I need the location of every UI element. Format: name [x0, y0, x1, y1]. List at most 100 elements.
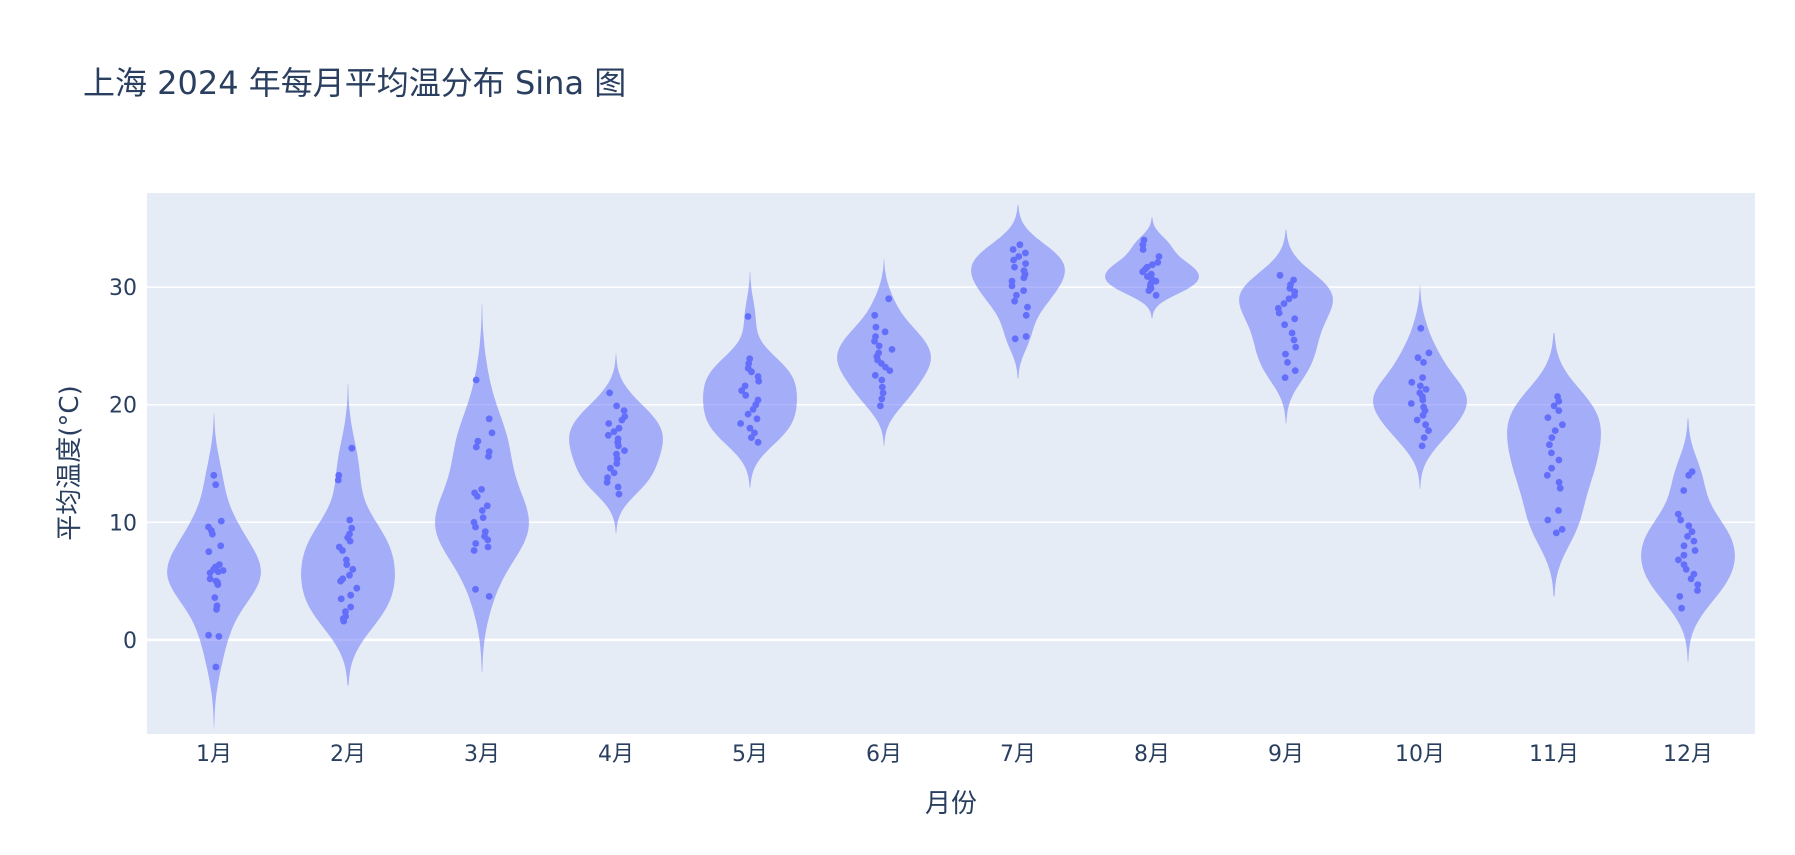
data-point: [483, 502, 491, 510]
y-axis-title: 平均温度(°C): [55, 385, 85, 540]
violin-6: [837, 258, 931, 446]
data-point: [610, 428, 618, 436]
data-point: [1022, 311, 1030, 319]
x-tick-label: 8月: [1134, 742, 1170, 767]
data-point: [217, 542, 225, 550]
data-point: [1149, 261, 1156, 269]
data-point: [1417, 324, 1425, 332]
data-point: [215, 633, 223, 640]
data-point: [1152, 291, 1160, 299]
data-point: [615, 490, 623, 498]
violin-12: [1641, 418, 1735, 662]
data-point: [1020, 287, 1027, 294]
data-point: [214, 568, 222, 576]
x-tick-label: 3月: [464, 742, 500, 767]
x-axis-title: 月份: [925, 789, 977, 819]
data-point: [1013, 291, 1020, 299]
violin-11: [1507, 333, 1601, 597]
data-point: [1694, 581, 1702, 588]
data-point: [872, 323, 880, 331]
data-point: [1684, 533, 1691, 540]
data-point: [470, 547, 478, 554]
data-point: [1420, 359, 1427, 366]
data-point: [1419, 374, 1426, 381]
data-point: [1676, 593, 1684, 600]
data-point: [1550, 402, 1558, 410]
data-point: [878, 376, 886, 384]
x-tick-label: 5月: [732, 742, 768, 767]
data-point: [1555, 407, 1563, 414]
data-point: [1154, 259, 1162, 266]
data-point: [349, 565, 357, 573]
data-point: [1291, 291, 1298, 299]
data-point: [205, 548, 213, 556]
y-tick-label: 30: [109, 276, 137, 301]
x-tick-label: 11月: [1529, 742, 1579, 767]
data-point: [206, 575, 214, 583]
data-point: [879, 389, 887, 397]
data-point: [753, 415, 761, 423]
data-point: [1284, 359, 1291, 366]
data-point: [613, 402, 620, 410]
data-point: [478, 507, 486, 514]
plot-background: [147, 193, 1755, 734]
data-point: [603, 478, 611, 486]
data-point: [746, 424, 754, 432]
data-point: [878, 395, 886, 403]
data-point: [871, 371, 879, 379]
data-point: [1690, 537, 1698, 545]
x-tick-label: 6月: [866, 742, 902, 767]
data-point: [875, 342, 883, 350]
data-point: [1276, 271, 1284, 279]
data-point: [1011, 335, 1019, 343]
data-point: [1543, 471, 1551, 479]
data-point: [1688, 528, 1696, 536]
grid-lines: [147, 286, 1755, 642]
data-point: [1677, 516, 1685, 524]
data-point: [738, 387, 746, 394]
data-point: [604, 431, 612, 439]
data-point: [340, 617, 348, 625]
data-point: [615, 442, 622, 450]
data-point: [484, 536, 492, 544]
data-point: [478, 486, 485, 493]
data-point: [1417, 382, 1424, 390]
data-point: [1418, 442, 1426, 450]
data-point: [607, 464, 614, 472]
data-point: [1680, 487, 1688, 494]
data-point: [1544, 414, 1552, 421]
data-point: [212, 663, 220, 671]
data-point: [1687, 575, 1695, 583]
x-tick-label: 7月: [1000, 742, 1036, 767]
data-point: [337, 577, 344, 585]
data-point: [613, 460, 621, 467]
data-point: [484, 543, 492, 551]
data-point: [621, 447, 628, 454]
data-points: [205, 236, 1702, 671]
x-tick-label: 9月: [1268, 742, 1304, 767]
data-point: [1685, 471, 1693, 479]
data-point: [744, 410, 752, 418]
data-point: [606, 389, 614, 397]
data-point: [744, 313, 752, 320]
data-point: [1548, 464, 1555, 472]
data-point: [1419, 411, 1427, 419]
data-point: [1419, 396, 1427, 404]
data-point: [210, 471, 218, 479]
data-point: [1291, 367, 1299, 374]
data-point: [1291, 315, 1299, 323]
data-point: [347, 603, 355, 611]
data-point: [877, 402, 884, 410]
data-point: [1556, 484, 1564, 492]
data-point: [209, 530, 216, 538]
data-point: [1555, 456, 1563, 464]
data-point: [605, 420, 613, 427]
data-point: [472, 376, 480, 384]
data-point: [1678, 604, 1685, 612]
data-point: [1139, 246, 1147, 253]
data-point: [755, 377, 763, 385]
data-point: [1281, 321, 1288, 329]
data-point: [347, 591, 355, 599]
data-point: [618, 416, 626, 424]
data-point: [615, 424, 623, 432]
